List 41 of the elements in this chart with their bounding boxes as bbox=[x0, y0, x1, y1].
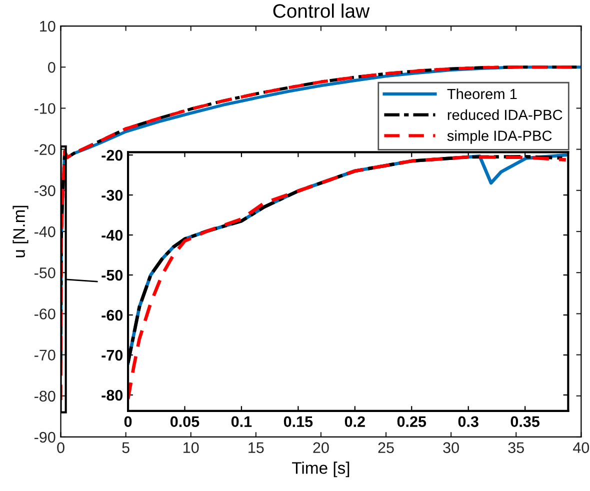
legend-label: simple IDA-PBC bbox=[447, 130, 552, 144]
x-tick-label: 30 bbox=[443, 442, 459, 454]
x-tick-label: 0.2 bbox=[344, 416, 365, 428]
y-tick-label: -10 bbox=[34, 103, 56, 114]
y-tick-label: 0 bbox=[48, 62, 56, 73]
y-tick-label: -60 bbox=[34, 308, 56, 320]
y-tick-label: -20 bbox=[34, 144, 56, 155]
x-tick-label: 10 bbox=[184, 442, 199, 454]
y-tick-label: -20 bbox=[102, 150, 123, 161]
x-tick-label: 5 bbox=[122, 442, 130, 454]
y-tick-label: -70 bbox=[102, 350, 123, 361]
chart-title: Control law bbox=[273, 4, 370, 18]
x-tick-label: 0.25 bbox=[397, 416, 426, 428]
y-tick-label: -30 bbox=[34, 185, 56, 196]
x-tick-label: 35 bbox=[508, 442, 524, 454]
x-tick-label: 25 bbox=[378, 442, 394, 454]
x-tick-label: 0.1 bbox=[231, 416, 252, 428]
x-tick-label: 0 bbox=[57, 442, 64, 454]
y-tick-label: -50 bbox=[34, 267, 56, 278]
y-tick-label: -60 bbox=[102, 310, 123, 321]
y-tick-label: -40 bbox=[102, 230, 123, 241]
y-tick-label: 10 bbox=[40, 20, 56, 32]
legend-label: reduced IDA-PBC bbox=[448, 109, 562, 120]
x-tick-label: 20 bbox=[313, 442, 329, 454]
y-axis-title: u [N.m] bbox=[12, 206, 28, 258]
x-axis-title: Time [s] bbox=[292, 462, 350, 478]
x-tick-label: 0.3 bbox=[458, 416, 478, 428]
y-tick-label: -30 bbox=[102, 190, 123, 201]
x-tick-label: 40 bbox=[573, 442, 590, 454]
y-tick-label: -40 bbox=[34, 226, 56, 238]
x-tick-label: 0.15 bbox=[284, 416, 313, 428]
y-tick-label: -70 bbox=[34, 350, 56, 360]
legend-label: Theorem 1 bbox=[447, 88, 517, 100]
y-tick-label: -50 bbox=[102, 270, 123, 281]
x-tick-label: 0.05 bbox=[170, 416, 200, 428]
y-tick-label: -90 bbox=[34, 432, 56, 443]
y-tick-label: -80 bbox=[34, 390, 56, 402]
x-tick-label: 15 bbox=[248, 442, 264, 454]
x-tick-label: 0 bbox=[124, 416, 132, 428]
y-tick-label: -80 bbox=[102, 390, 123, 401]
x-tick-label: 0.35 bbox=[510, 416, 540, 428]
